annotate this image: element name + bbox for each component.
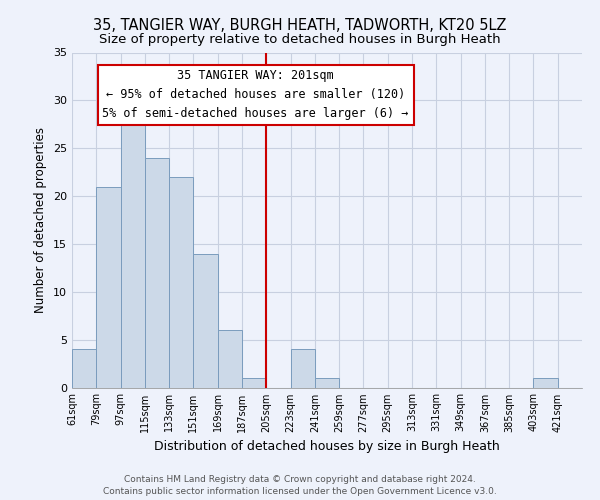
Y-axis label: Number of detached properties: Number of detached properties xyxy=(34,127,47,313)
Bar xyxy=(193,254,218,388)
Bar xyxy=(533,378,558,388)
Bar xyxy=(242,378,266,388)
Bar xyxy=(315,378,339,388)
Bar xyxy=(96,186,121,388)
Bar xyxy=(121,110,145,388)
Text: Contains HM Land Registry data © Crown copyright and database right 2024.
Contai: Contains HM Land Registry data © Crown c… xyxy=(103,474,497,496)
Bar xyxy=(72,349,96,388)
Text: 35, TANGIER WAY, BURGH HEATH, TADWORTH, KT20 5LZ: 35, TANGIER WAY, BURGH HEATH, TADWORTH, … xyxy=(93,18,507,32)
Bar xyxy=(218,330,242,388)
Bar xyxy=(290,349,315,388)
Bar xyxy=(169,177,193,388)
Text: 35 TANGIER WAY: 201sqm
← 95% of detached houses are smaller (120)
5% of semi-det: 35 TANGIER WAY: 201sqm ← 95% of detached… xyxy=(103,69,409,120)
Text: Size of property relative to detached houses in Burgh Heath: Size of property relative to detached ho… xyxy=(99,32,501,46)
X-axis label: Distribution of detached houses by size in Burgh Heath: Distribution of detached houses by size … xyxy=(154,440,500,453)
Bar xyxy=(145,158,169,388)
